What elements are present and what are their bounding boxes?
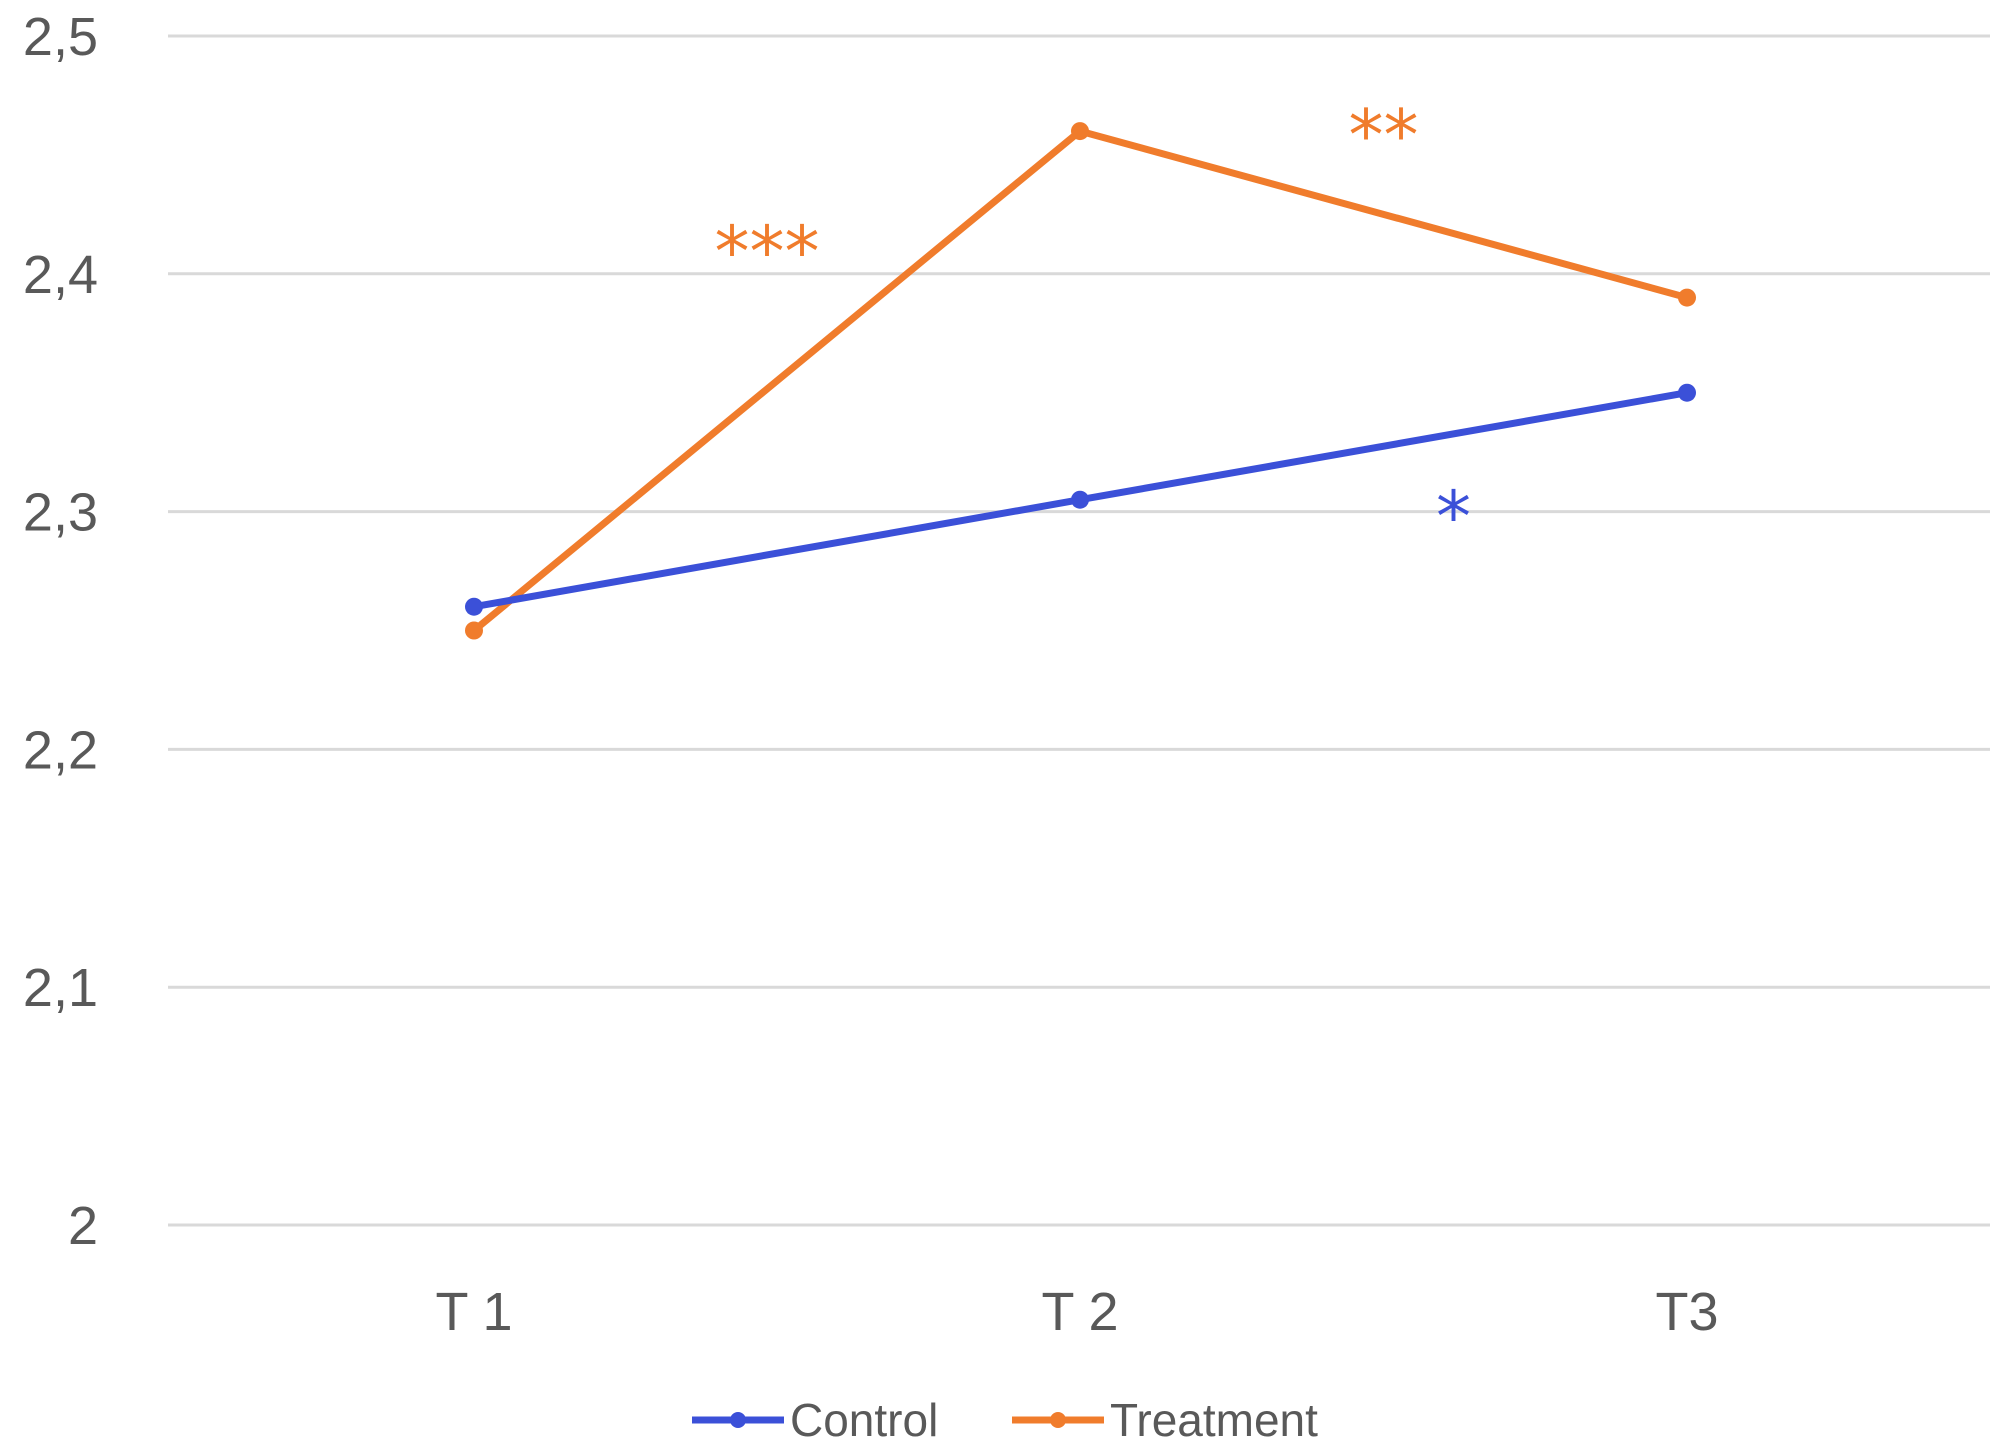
y-tick-label: 2,4 bbox=[23, 245, 98, 305]
series-line-treatment bbox=[470, 127, 1691, 634]
significance-annotations: ****** bbox=[715, 94, 1472, 558]
y-axis-tick-labels: 2 2,1 2,2 2,3 2,4 2,5 bbox=[23, 7, 98, 1256]
data-point-treatment bbox=[1071, 122, 1089, 141]
x-axis-tick-labels: T 1 T 2 T3 bbox=[435, 1282, 1718, 1342]
y-tick-label: 2 bbox=[68, 1196, 98, 1256]
legend-label-control: Control bbox=[790, 1394, 938, 1441]
data-point-control bbox=[1678, 383, 1696, 402]
data-point-control bbox=[465, 597, 483, 616]
legend: Control Treatment bbox=[692, 1394, 1318, 1446]
series-lines bbox=[465, 122, 1696, 640]
y-tick-label: 2,5 bbox=[23, 7, 98, 67]
legend-marker-control bbox=[730, 1412, 746, 1428]
data-point-treatment bbox=[1678, 288, 1696, 307]
data-point-treatment bbox=[465, 621, 483, 640]
y-tick-label: 2,1 bbox=[23, 958, 98, 1018]
y-tick-label: 2,2 bbox=[23, 720, 98, 780]
legend-label-treatment: Treatment bbox=[1110, 1394, 1318, 1441]
gridlines bbox=[168, 34, 1990, 1227]
significance-annotation: *** bbox=[715, 211, 820, 293]
data-point-control bbox=[1071, 490, 1089, 509]
legend-marker-treatment bbox=[1050, 1412, 1066, 1428]
significance-annotation: * bbox=[1436, 476, 1471, 558]
x-tick-label: T 2 bbox=[1041, 1282, 1118, 1342]
x-tick-label: T3 bbox=[1655, 1282, 1718, 1342]
x-tick-label: T 1 bbox=[435, 1282, 512, 1342]
significance-annotation: ** bbox=[1349, 94, 1419, 176]
y-tick-label: 2,3 bbox=[23, 483, 98, 543]
